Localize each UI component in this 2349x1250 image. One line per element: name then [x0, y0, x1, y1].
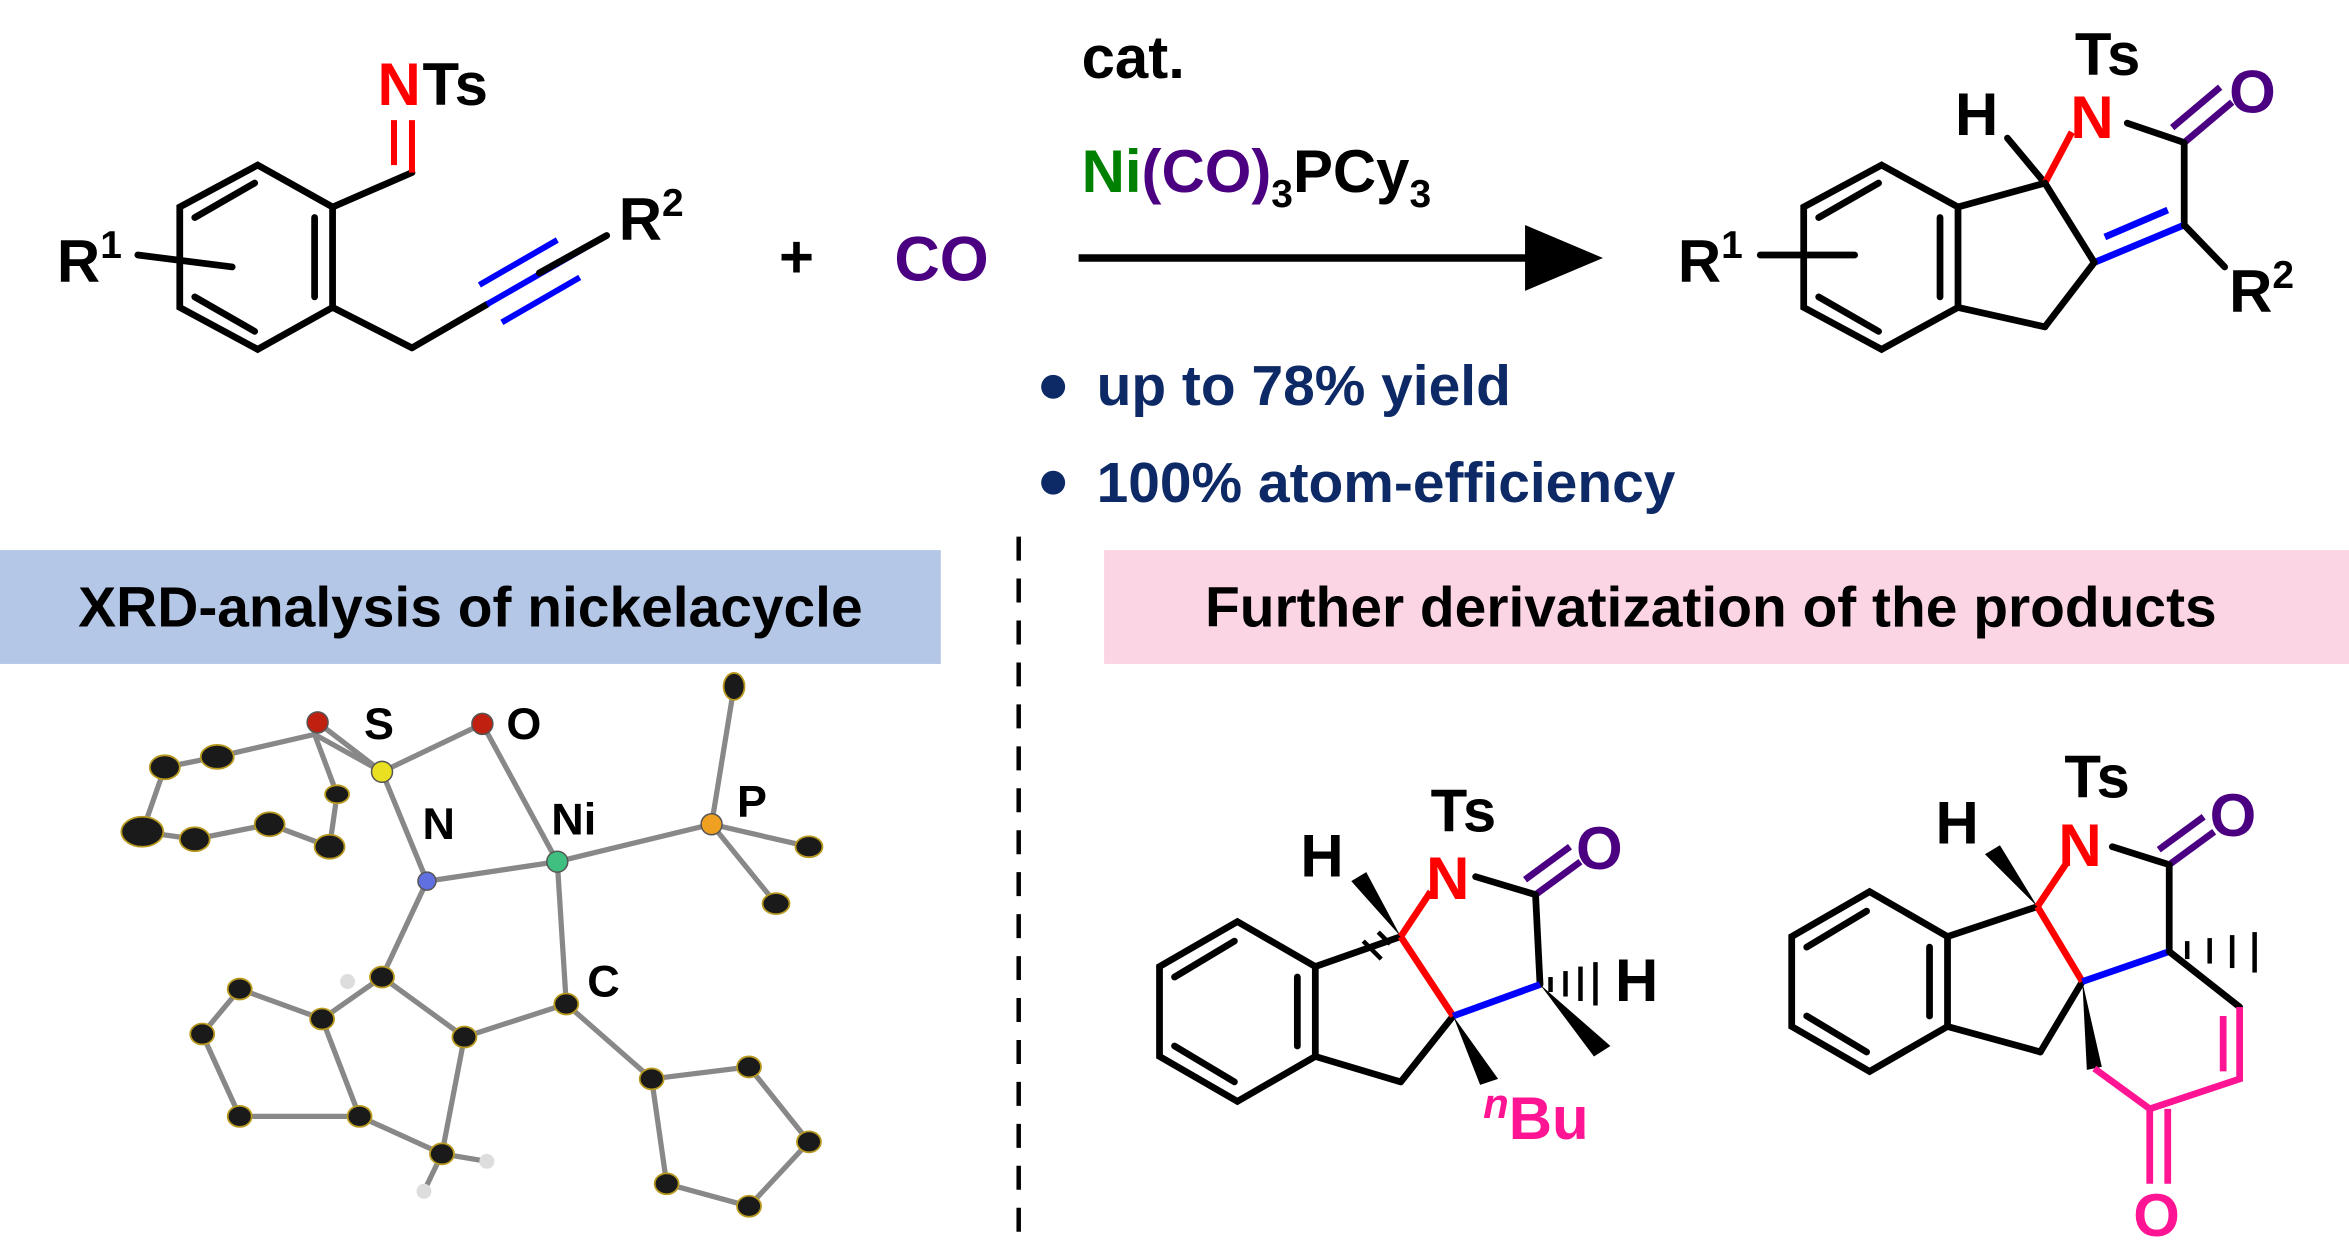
deriv2-o-carbonyl: O: [2210, 782, 2257, 849]
product-h: H: [1955, 81, 1998, 148]
catalyst-label: cat.: [1082, 24, 1185, 91]
deriv1-nbu: nBu: [1483, 1080, 1588, 1152]
derivative-1-structure: H N Ts O H nBu: [1156, 778, 1658, 1152]
derivative-2-structure: H N Ts O O: [1788, 743, 2257, 1249]
label-n: N: [422, 798, 454, 849]
imine-n: N: [378, 51, 421, 118]
bullet-icon: [1041, 374, 1066, 399]
deriv1-h2: H: [1615, 947, 1658, 1014]
bullet-yield: up to 78% yield: [1097, 354, 1511, 418]
product-n: N: [2070, 84, 2113, 151]
product-r2: R2: [2229, 254, 2294, 325]
xrd-panel-header: [0, 550, 941, 664]
deriv1-ts: Ts: [1431, 778, 1496, 845]
derivatization-panel-title: Further derivatization of the products: [1205, 575, 2217, 639]
reactant-structure: N Ts R2 R1: [57, 51, 684, 354]
deriv1-o: O: [1576, 815, 1623, 882]
reactant-r2: R2: [619, 182, 684, 253]
label-ni: Ni: [551, 794, 596, 845]
benzene-ring: [176, 161, 336, 354]
imine-ts: Ts: [422, 51, 487, 118]
label-c: C: [587, 956, 619, 1007]
product-structure: H N Ts O R1 R2: [1678, 21, 2294, 354]
label-s: S: [364, 698, 394, 749]
label-p: P: [737, 776, 767, 827]
arrow-head: [1525, 225, 1603, 291]
bullet-icon: [1041, 470, 1066, 495]
label-o: O: [506, 698, 541, 749]
product-r1: R1: [1678, 224, 1743, 295]
deriv1-n: N: [1426, 845, 1469, 912]
plus-sign: +: [779, 223, 814, 290]
carbon-monoxide: CO: [894, 224, 988, 294]
deriv2-o-ketone: O: [2133, 1182, 2180, 1249]
catalyst-formula: Ni(CO)3PCy3: [1082, 138, 1432, 216]
reactant-r1: R1: [57, 224, 122, 295]
product-o: O: [2229, 59, 2276, 126]
deriv1-h: H: [1300, 823, 1343, 890]
derivatization-panel-header: [1104, 550, 2349, 664]
deriv2-h: H: [1936, 790, 1979, 857]
product-ts: Ts: [2075, 21, 2140, 88]
xrd-panel-title: XRD-analysis of nickelacycle: [78, 575, 862, 639]
bullet-atom-efficiency: 100% atom-efficiency: [1097, 451, 1676, 515]
deriv2-n: N: [2058, 812, 2101, 879]
xrd-crystal-structure: S O N Ni P C: [120, 672, 824, 1218]
deriv2-ts: Ts: [2064, 743, 2129, 810]
